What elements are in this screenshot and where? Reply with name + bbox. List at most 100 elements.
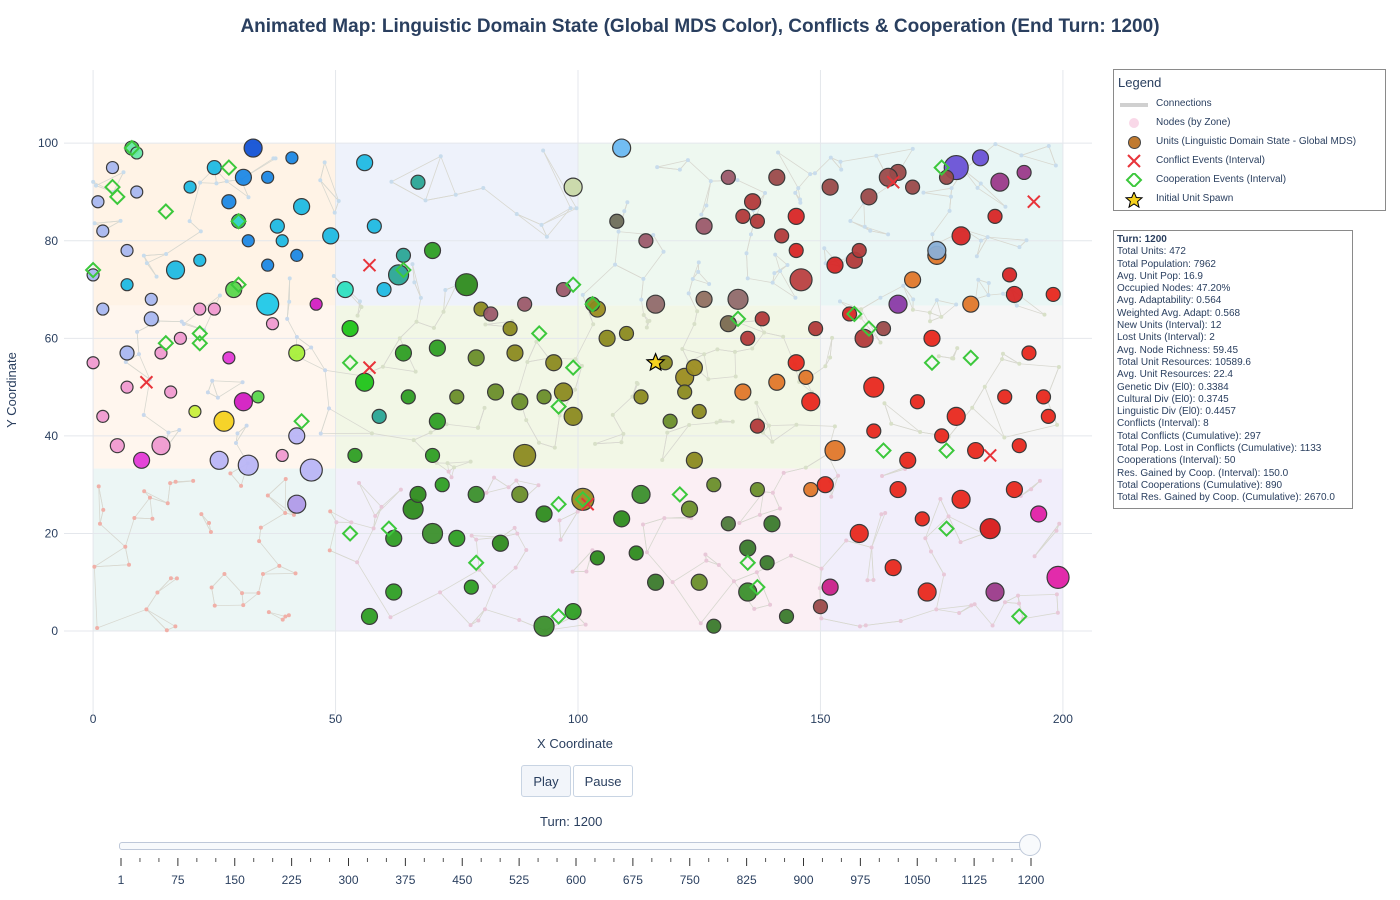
node-dot xyxy=(857,624,862,629)
unit-marker xyxy=(261,258,275,272)
connection-line xyxy=(319,180,336,213)
node-dot xyxy=(536,440,541,445)
node-dot xyxy=(763,191,768,196)
connection-line xyxy=(493,477,509,488)
node-dot xyxy=(750,346,755,351)
unit-marker xyxy=(545,354,563,372)
legend-item-spawn[interactable]: Initial Unit Spawn xyxy=(1118,189,1381,208)
node-dot xyxy=(874,153,879,158)
connection-line xyxy=(138,353,151,380)
node-dot xyxy=(198,229,203,234)
cooperation-marker xyxy=(550,398,568,416)
stats-lines: Total Units: 472 Total Population: 7962 Av… xyxy=(1117,246,1349,504)
connection-line xyxy=(694,311,698,325)
connection-line xyxy=(356,562,391,618)
cooperation-marker xyxy=(467,554,485,572)
legend-label: Cooperation Events (Interval) xyxy=(1156,174,1287,185)
legend-item-conflict[interactable]: Conflict Events (Interval) xyxy=(1118,151,1381,170)
legend-item-nodes[interactable]: Nodes (by Zone) xyxy=(1118,113,1381,132)
unit-marker xyxy=(589,550,605,566)
connection-line xyxy=(149,497,153,519)
node-dot xyxy=(819,566,824,571)
turn-slider-handle[interactable] xyxy=(1019,834,1041,856)
connection-line xyxy=(863,202,866,227)
node-dot xyxy=(1002,435,1007,440)
unit-marker xyxy=(768,373,786,391)
unit-marker xyxy=(287,494,307,514)
unit-marker xyxy=(275,448,289,463)
node-dot xyxy=(660,458,665,463)
cooperation-marker xyxy=(123,139,141,157)
stat-line: Cultural Div (El0): 0.3745 xyxy=(1117,393,1229,405)
connection-line xyxy=(146,253,167,264)
star-swatch-icon xyxy=(1118,190,1150,208)
unit-marker xyxy=(618,325,635,342)
x-swatch-icon xyxy=(1118,153,1150,168)
node-dot xyxy=(901,283,906,288)
unit-marker xyxy=(803,481,819,498)
y-axis-title: Y Coordinate xyxy=(4,352,19,428)
unit-marker xyxy=(787,354,805,372)
unit-marker xyxy=(222,351,236,365)
connection-line xyxy=(912,309,930,313)
connection-line xyxy=(646,517,665,553)
node-dot xyxy=(258,525,263,530)
connection-line xyxy=(779,270,796,298)
connection-line xyxy=(143,253,167,257)
node-dot xyxy=(954,302,959,307)
node-dot xyxy=(257,539,262,544)
connection-line xyxy=(134,517,153,520)
connection-line xyxy=(823,248,827,264)
pause-button[interactable]: Pause xyxy=(573,765,633,797)
connection-line xyxy=(241,593,244,606)
connection-line xyxy=(764,332,784,338)
node-dot xyxy=(327,406,332,411)
connection-line xyxy=(995,143,1022,156)
unit-marker xyxy=(821,578,839,596)
connection-line xyxy=(207,380,213,393)
cooperation-marker xyxy=(104,178,121,196)
connection-line xyxy=(319,179,340,202)
play-button[interactable]: Play xyxy=(521,765,571,797)
node-dot xyxy=(869,545,874,550)
unit-marker xyxy=(812,599,829,615)
stat-line: Avg. Adaptability: 0.564 xyxy=(1117,295,1222,307)
zone-region xyxy=(578,468,821,632)
connection-line xyxy=(900,609,937,622)
node-dot xyxy=(958,540,963,545)
connection-line xyxy=(777,152,799,189)
node-dot xyxy=(449,475,454,480)
connection-line xyxy=(527,341,537,363)
connection-line xyxy=(924,498,941,539)
node-dot xyxy=(570,569,575,574)
legend-item-cooperation[interactable]: Cooperation Events (Interval) xyxy=(1118,170,1381,189)
unit-marker xyxy=(962,295,980,313)
node-dot xyxy=(141,412,146,417)
connection-line xyxy=(149,497,168,504)
cooperation-marker xyxy=(220,159,238,176)
connection-line xyxy=(484,608,520,621)
node-dot xyxy=(665,430,670,435)
unit-marker xyxy=(680,500,699,518)
node-dot xyxy=(645,319,650,324)
stat-line: Linguistic Div (El0): 0.4457 xyxy=(1117,406,1236,418)
node-dot xyxy=(1001,291,1006,296)
node-dot xyxy=(574,206,579,211)
unit-marker xyxy=(207,302,221,316)
connection-line xyxy=(1018,593,1057,597)
unit-marker xyxy=(904,179,921,195)
legend-item-connections[interactable]: Connections xyxy=(1118,94,1381,113)
connection-line xyxy=(516,533,527,551)
connection-line xyxy=(891,423,921,433)
connection-line xyxy=(640,278,644,300)
connection-line xyxy=(515,549,527,568)
turn-slider-track[interactable] xyxy=(119,842,1036,850)
node-dot xyxy=(715,347,720,352)
connection-line xyxy=(640,299,645,316)
unit-marker xyxy=(409,485,427,504)
node-dot xyxy=(452,465,457,470)
legend-item-units[interactable]: Units (Linguistic Domain State - Global … xyxy=(1118,132,1381,151)
node-dot xyxy=(428,430,433,435)
connection-line xyxy=(542,150,571,209)
